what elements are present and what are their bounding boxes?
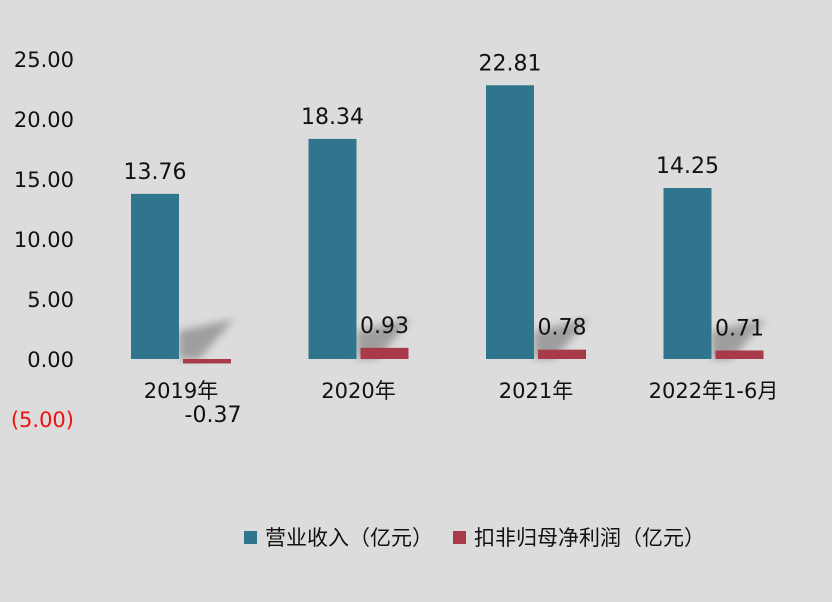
bar-shadow: [711, 319, 767, 359]
revenue-data-label: 22.81: [479, 51, 542, 76]
y-tick-label: 15.00: [14, 168, 74, 192]
revenue-bar: [308, 138, 357, 359]
legend-swatch-revenue: [244, 530, 257, 544]
y-tick-label: 0.00: [27, 348, 74, 372]
x-tick-label: 2022年1-6月: [649, 379, 779, 403]
revenue-bar: [663, 188, 712, 359]
profit-bar: [183, 359, 231, 364]
x-axis: 2019年 2020年 2021年 2022年1-6月: [144, 379, 779, 403]
profit-data-label: -0.37: [185, 403, 242, 428]
profit-data-label: 0.93: [360, 314, 409, 339]
bar-shadow: [179, 319, 234, 359]
y-tick-label: (5.00): [11, 408, 74, 432]
legend-label-profit: 扣非归母净利润（亿元）: [474, 526, 705, 550]
profit-bar: [360, 347, 409, 359]
revenue-data-label: 13.76: [124, 160, 187, 185]
profit-bar: [538, 349, 586, 359]
x-tick-label: 2020年: [321, 379, 395, 403]
x-tick-label: 2019年: [144, 379, 218, 403]
legend-label-revenue: 营业收入（亿元）: [265, 526, 433, 550]
legend-swatch-profit: [453, 530, 466, 544]
profit-data-label: 0.78: [538, 316, 587, 341]
y-tick-label: 25.00: [14, 48, 74, 72]
bars: [131, 85, 764, 364]
revenue-bar: [131, 193, 179, 359]
legend: 营业收入（亿元） 扣非归母净利润（亿元）: [244, 522, 725, 552]
y-tick-label: 20.00: [14, 108, 74, 132]
profit-bar: [715, 350, 764, 359]
y-axis: 25.00 20.00 15.00 10.00 5.00 0.00 (5.00): [11, 48, 74, 432]
data-labels: 13.76 18.34 22.81 14.25 -0.37 0.93 0.78 0.71: [124, 51, 764, 428]
x-tick-label: 2021年: [499, 379, 573, 403]
legend-item-profit: 扣非归母净利润（亿元）: [453, 522, 705, 552]
bar-shadow: [534, 319, 589, 359]
y-tick-label: 5.00: [27, 288, 74, 312]
revenue-bar: [486, 85, 534, 359]
y-tick-label: 10.00: [14, 228, 74, 252]
revenue-data-label: 18.34: [301, 105, 364, 130]
revenue-data-label: 14.25: [656, 154, 719, 179]
legend-item-revenue: 营业收入（亿元）: [244, 522, 433, 552]
profit-data-label: 0.71: [715, 316, 764, 341]
